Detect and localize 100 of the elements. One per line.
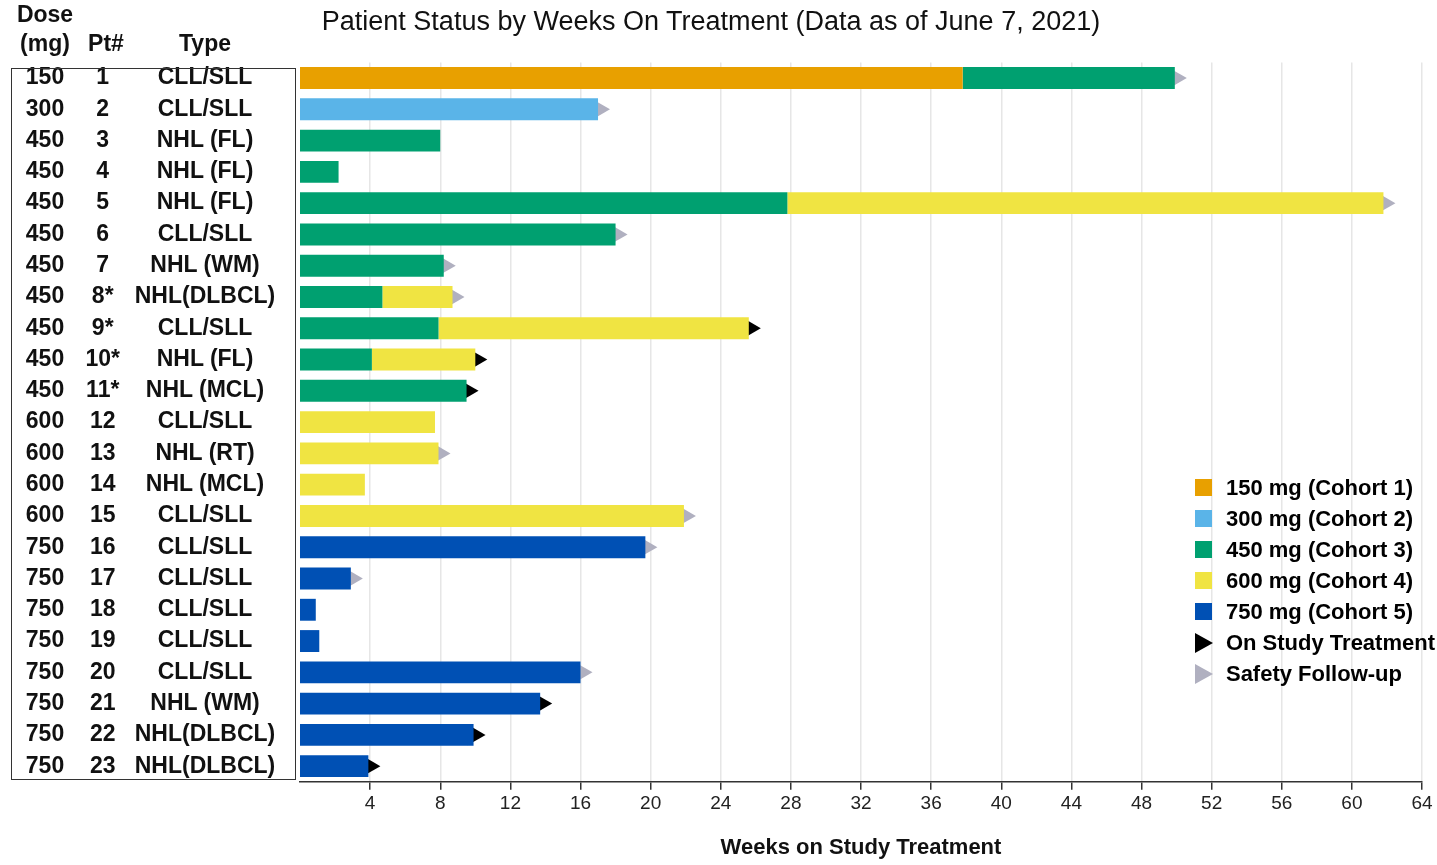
x-tick-label: 8 bbox=[434, 792, 446, 814]
y-tick-label: 11* bbox=[86, 376, 120, 403]
y-tick-label: 2 bbox=[96, 94, 110, 121]
bar bbox=[300, 254, 444, 277]
text: CLL/SLL bbox=[157, 313, 253, 340]
x-tick-label: 36 bbox=[920, 792, 942, 814]
legend-label: 450 mg (Cohort 3) bbox=[1225, 536, 1413, 563]
bar bbox=[300, 661, 581, 684]
text: CLL/SLL bbox=[157, 532, 253, 559]
text: CLL/SLL bbox=[157, 219, 253, 246]
bar bbox=[300, 567, 351, 590]
text: 450 bbox=[25, 344, 65, 371]
text: 750 bbox=[25, 657, 65, 684]
y-tick-label: 12 bbox=[89, 407, 116, 434]
text: Type bbox=[179, 30, 231, 57]
x-tick-label: 16 bbox=[569, 792, 592, 814]
text: 750 bbox=[25, 532, 65, 559]
bar bbox=[300, 129, 441, 152]
bar bbox=[438, 317, 749, 340]
bar bbox=[300, 598, 316, 621]
text: NHL(DLBCL) bbox=[134, 720, 276, 747]
bar bbox=[300, 379, 467, 402]
bar bbox=[962, 67, 1175, 89]
x-tick-label: 28 bbox=[780, 792, 802, 814]
text: CLL/SLL bbox=[157, 563, 253, 590]
text: NHL(DLBCL) bbox=[134, 282, 276, 309]
bar bbox=[300, 317, 439, 340]
text: NHL (MCL) bbox=[145, 470, 265, 496]
text: 600 bbox=[25, 407, 65, 434]
bar bbox=[787, 192, 1384, 215]
text: CLL/SLL bbox=[157, 626, 253, 653]
bar bbox=[300, 348, 372, 371]
bar bbox=[300, 98, 599, 121]
y-tick-label: 21 bbox=[89, 688, 116, 715]
x-tick-label: 44 bbox=[1060, 792, 1083, 814]
bar bbox=[300, 755, 369, 778]
bar bbox=[300, 630, 320, 652]
text: 450 bbox=[25, 376, 65, 403]
text: NHL (FL) bbox=[156, 188, 254, 215]
text: 600 bbox=[25, 470, 65, 496]
x-tick-label: 20 bbox=[640, 792, 662, 814]
text: 450 bbox=[25, 219, 65, 246]
y-tick-label: 20 bbox=[89, 657, 116, 684]
text: CLL/SLL bbox=[157, 657, 253, 684]
y-tick-label: 8* bbox=[91, 282, 114, 309]
x-tick-label: 40 bbox=[990, 792, 1012, 814]
y-tick-label: 15 bbox=[89, 501, 116, 528]
x-tick-label: 32 bbox=[850, 792, 872, 814]
bar bbox=[300, 536, 646, 559]
bar bbox=[300, 223, 616, 246]
y-tick-label: 4 bbox=[96, 157, 110, 184]
y-tick-label: 18 bbox=[89, 595, 116, 622]
text: NHL (WM) bbox=[150, 251, 260, 278]
text: CLL/SLL bbox=[157, 94, 253, 121]
text: 450 bbox=[25, 313, 65, 340]
text: 750 bbox=[25, 626, 65, 653]
y-tick-label: 17 bbox=[89, 563, 116, 590]
text: 600 bbox=[25, 438, 65, 465]
text: Pt# bbox=[88, 30, 125, 57]
bar bbox=[300, 442, 439, 465]
x-tick-label: 4 bbox=[364, 792, 376, 814]
bar bbox=[300, 504, 684, 527]
text: Dose (mg) bbox=[16, 1, 74, 57]
text: NHL (WM) bbox=[150, 688, 260, 715]
text: CLL/SLL bbox=[157, 501, 253, 528]
y-tick-label: 16 bbox=[89, 532, 116, 559]
bar bbox=[300, 286, 383, 308]
bar bbox=[382, 286, 453, 308]
x-tick-label: 12 bbox=[499, 792, 521, 814]
text: 750 bbox=[25, 720, 65, 747]
text: NHL (FL) bbox=[156, 157, 254, 184]
text: 600 bbox=[25, 501, 65, 528]
text: NHL (MCL) bbox=[145, 376, 265, 403]
bar bbox=[300, 723, 474, 746]
text: 450 bbox=[25, 251, 65, 278]
text: 750 bbox=[25, 563, 65, 590]
y-tick-label: 9* bbox=[91, 313, 114, 340]
text: 750 bbox=[25, 688, 65, 715]
text: CLL/SLL bbox=[157, 407, 253, 434]
text: 450 bbox=[25, 188, 65, 215]
bar bbox=[300, 473, 365, 496]
text: 450 bbox=[25, 125, 65, 152]
y-tick-label: 13 bbox=[89, 438, 116, 465]
text: 750 bbox=[25, 595, 65, 622]
y-tick-label: 5 bbox=[96, 188, 110, 215]
text: CLL/SLL bbox=[157, 595, 253, 622]
x-axis-title: Weeks on Study Treatment bbox=[720, 833, 1003, 859]
y-tick-label: 19 bbox=[89, 626, 116, 653]
legend-label: Safety Follow-up bbox=[1225, 660, 1402, 687]
x-tick-label: 64 bbox=[1411, 792, 1433, 814]
legend-label: 600 mg (Cohort 4) bbox=[1225, 567, 1413, 594]
bar bbox=[300, 160, 339, 183]
text: NHL (FL) bbox=[156, 125, 254, 152]
y-tick-label: 14 bbox=[89, 470, 116, 496]
chart-title: Patient Status by Weeks On Treatment (Data as of June 7, 2021) bbox=[321, 5, 1101, 36]
text: 300 bbox=[25, 94, 65, 121]
x-tick-label: 48 bbox=[1130, 792, 1153, 814]
text: NHL (FL) bbox=[156, 344, 254, 371]
y-tick-label: 10* bbox=[85, 344, 121, 371]
x-tick-label: 60 bbox=[1341, 792, 1363, 814]
